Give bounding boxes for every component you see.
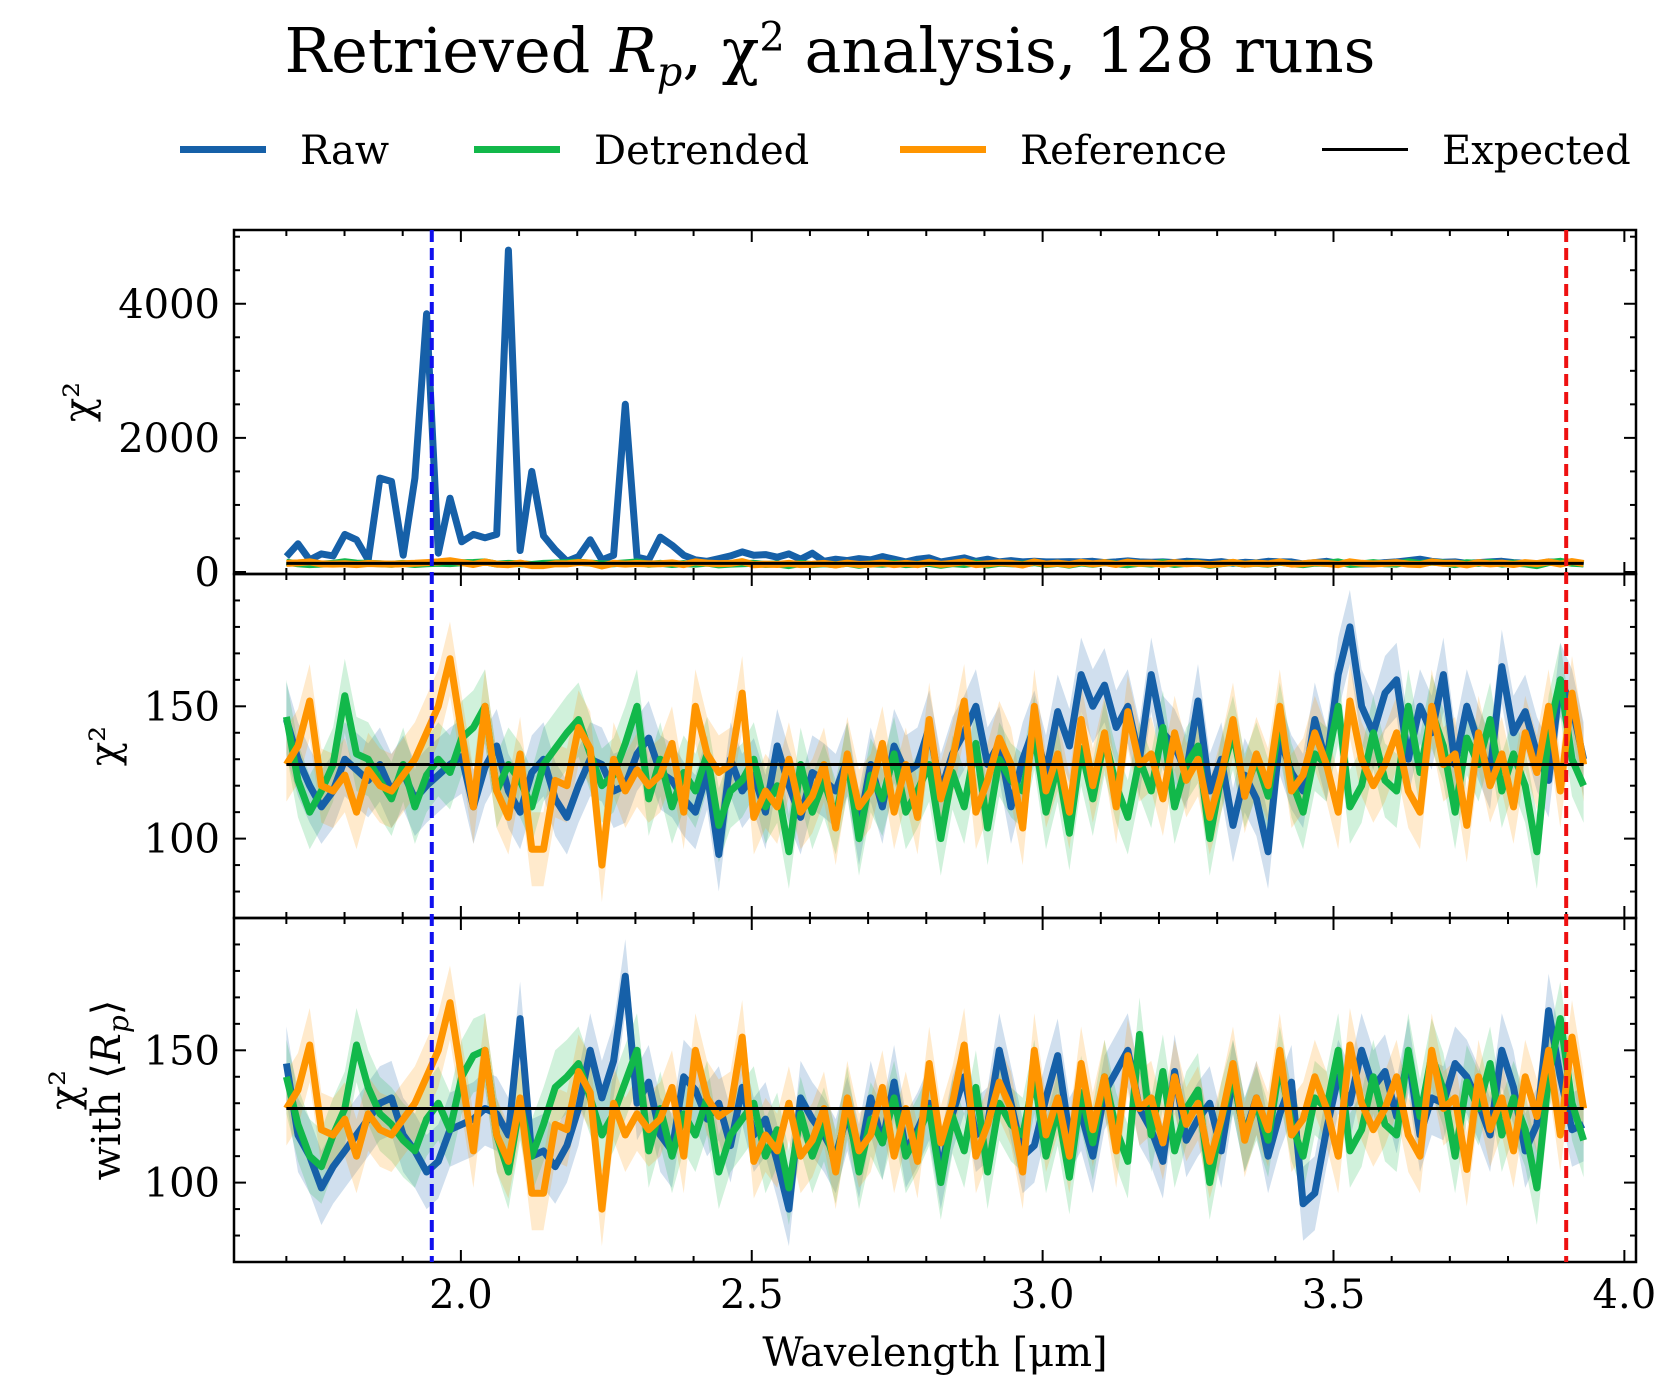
legend-swatch-reference <box>900 146 986 153</box>
xtick-label: 2.0 <box>429 1272 493 1318</box>
legend: Raw Detrended Reference Expected <box>0 118 1660 178</box>
legend-label-detrended: Detrended <box>594 128 810 174</box>
xtick-label: 3.0 <box>1011 1272 1075 1318</box>
xlabel: Wavelength [μm] <box>762 1330 1107 1376</box>
ytick-label-panel-2: 100 <box>144 817 220 863</box>
ylabel-panel-3-line2: with ⟨Rp⟩ <box>84 1000 135 1181</box>
xtick-label: 4.0 <box>1593 1272 1657 1318</box>
ylabel-panel-3-line1: χ² <box>42 1070 88 1110</box>
legend-swatch-raw <box>180 146 266 153</box>
legend-label-reference: Reference <box>1020 128 1227 174</box>
panel-3-frame <box>232 916 1638 1264</box>
ylabel-panel-2: χ² <box>82 726 128 766</box>
xtick-label: 2.5 <box>720 1272 784 1318</box>
panel-1-plot-area <box>283 246 1585 570</box>
xtick-label: 3.5 <box>1302 1272 1366 1318</box>
ytick-label-panel-3: 150 <box>144 1028 220 1074</box>
panel-3-plot-area <box>282 939 1588 1247</box>
legend-label-raw: Raw <box>300 128 390 174</box>
ytick-label-panel-3: 100 <box>144 1161 220 1207</box>
ylabel-panel-1: χ² <box>56 382 102 422</box>
ytick-label-panel-2: 150 <box>144 684 220 730</box>
series-raw-panel-1 <box>283 246 1585 568</box>
series-reference-panel-2 <box>283 655 1588 869</box>
ytick-label-panel-1: 0 <box>195 550 220 596</box>
ytick-label-panel-1: 4000 <box>118 282 220 328</box>
ytick-label-panel-1: 2000 <box>118 416 220 462</box>
series-detrended-panel-2 <box>282 676 1587 856</box>
series-reference-panel-3 <box>283 999 1588 1213</box>
chart-title: Retrieved Rp, χ2 analysis, 128 runs <box>284 14 1376 96</box>
legend-swatch-expected <box>1322 148 1408 151</box>
panel-2-plot-area <box>282 589 1588 903</box>
legend-label-expected: Expected <box>1442 128 1631 174</box>
legend-swatch-detrended <box>474 146 560 153</box>
